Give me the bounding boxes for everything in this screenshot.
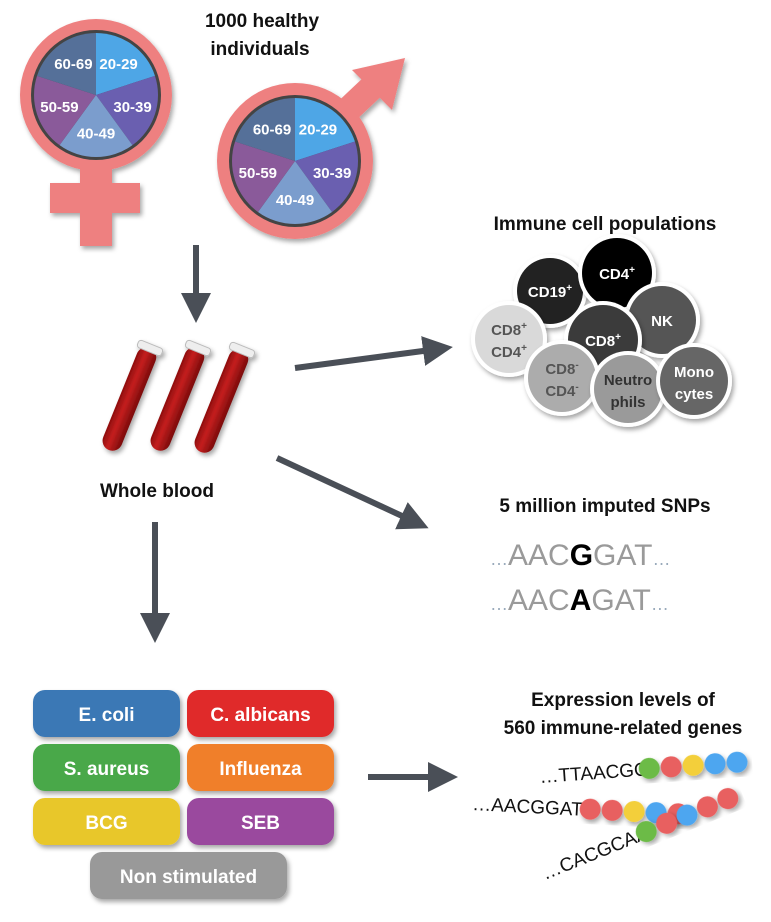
- expression-bead: [676, 804, 698, 826]
- male-age-slice-50-59: [232, 141, 295, 212]
- immune-cell-label: CD8-: [545, 360, 578, 378]
- stimulation-label: SEB: [241, 813, 280, 834]
- stimulation-s-aureus: S. aureus: [33, 744, 180, 791]
- expression-bead: [660, 756, 682, 778]
- immune-cell-label: NK: [651, 313, 673, 330]
- expression-bead: [638, 757, 660, 779]
- expression-bead: [601, 799, 623, 821]
- expression-rows: …TTAACGG …AACGGAT…CACGCAA: [472, 751, 748, 885]
- immune-cell-label: cytes: [675, 386, 713, 403]
- cohort-title-line1: 1000 healthy: [205, 11, 319, 32]
- expression-bead: [682, 754, 704, 776]
- stimulation-label: S. aureus: [64, 759, 150, 780]
- male-age-slice-30-39: [295, 141, 358, 212]
- expression-row: …AACGGAT: [472, 794, 689, 825]
- expression-bead: [623, 800, 645, 822]
- expression-bead: [704, 753, 726, 775]
- male-age-slice-20-29: [295, 98, 355, 161]
- immune-cell-label: Mono: [674, 364, 714, 381]
- snps-title: 5 million imputed SNPs: [499, 496, 710, 517]
- whole-blood-label: Whole blood: [100, 481, 214, 502]
- stimulation-label: E. coli: [79, 705, 135, 726]
- immune-cell-label: CD8+: [491, 321, 527, 339]
- stimulation-e-coli: E. coli: [33, 690, 180, 737]
- stimulation-label: Influenza: [219, 759, 302, 780]
- snp-sequence-seq1: …AACGGAT…: [490, 539, 670, 572]
- expression-title-line2: 560 immune-related genes: [504, 718, 743, 739]
- immune-cell-cluster: CD19+ CD4+ NK CD8+ CD4+ CD8+ CD8- CD4- Neutro phi…: [471, 234, 732, 427]
- female-age-slice-20-29: [96, 33, 155, 95]
- female-age-slice-30-39: [96, 75, 158, 146]
- gene-sequence: …TTAACGG: [539, 759, 650, 788]
- female-age-pie: 20-29 30-39 40-49 50-59 60-69: [31, 30, 161, 160]
- expression-title-line1: Expression levels of: [531, 690, 715, 711]
- stimulation-bcg: BCG: [33, 798, 180, 845]
- immune-cell-label: CD19+: [528, 283, 572, 301]
- expression-bead: [717, 788, 739, 810]
- stimulation-c-albicans: C. albicans: [187, 690, 334, 737]
- expression-bead: [696, 796, 718, 818]
- snp-sequences: …AACGGAT… …AACAGAT…: [490, 539, 670, 617]
- male-age-slice-40-49: [257, 161, 333, 224]
- immune-cell-label: phils: [610, 394, 645, 411]
- gene-sequence: …CACGCAA: [539, 823, 652, 885]
- arrow-blood-to-snps: [275, 455, 429, 530]
- male-age-label: 30-39: [313, 165, 351, 182]
- stimulation-label: C. albicans: [210, 705, 310, 726]
- gene-sequence: …AACGGAT: [472, 794, 584, 821]
- expression-row: …TTAACGG: [539, 751, 748, 788]
- immune-cell-label: CD8+: [585, 332, 621, 350]
- male-age-pie: 20-29 30-39 40-49 50-59 60-69: [229, 95, 361, 227]
- expression-bead: [726, 751, 748, 773]
- immune-cell-label: CD4-: [545, 382, 578, 400]
- stimulation-label: BCG: [85, 813, 127, 834]
- immune-cell-label: CD4+: [491, 343, 527, 361]
- immune-cell-label: Neutro: [604, 372, 652, 389]
- female-age-label: 50-59: [40, 99, 78, 116]
- immune-cells-title: Immune cell populations: [494, 214, 717, 235]
- blood-tubes-icon: [102, 339, 256, 453]
- female-age-label: 30-39: [113, 99, 151, 116]
- cohort-title-line2: individuals: [210, 39, 309, 60]
- immune-cell-7: Mono cytes: [656, 343, 732, 419]
- stimulation-conditions: E. coli C. albicans S. aureus Influenza BCG S…: [33, 690, 334, 899]
- male-age-slice-60-69: [235, 98, 295, 161]
- immune-cell-5: CD8- CD4-: [524, 340, 600, 416]
- male-age-label: 50-59: [239, 165, 277, 182]
- female-age-slice-50-59: [33, 75, 96, 146]
- female-age-label: 60-69: [54, 56, 92, 73]
- immune-cell-6: Neutro phils: [590, 351, 666, 427]
- male-age-label: 40-49: [276, 192, 314, 209]
- expression-bead: [579, 798, 601, 820]
- immune-cell-3: CD8+ CD4+: [471, 301, 547, 377]
- arrow-blood-to-cells: [294, 336, 453, 371]
- female-age-label: 20-29: [99, 56, 137, 73]
- stimulation-non-stimulated: Non stimulated: [90, 852, 287, 899]
- female-age-slice-60-69: [37, 33, 96, 95]
- expression-bead: [635, 821, 657, 843]
- male-age-label: 20-29: [299, 121, 337, 138]
- immune-cell-2: NK: [624, 282, 700, 358]
- immune-cell-label: CD4+: [599, 265, 635, 283]
- expression-bead: [656, 812, 678, 834]
- stimulation-influenza: Influenza: [187, 744, 334, 791]
- female-age-slice-40-49: [59, 95, 133, 158]
- female-age-label: 40-49: [77, 125, 115, 142]
- male-age-label: 60-69: [253, 121, 291, 138]
- snp-sequence-seq2: …AACAGAT…: [490, 584, 669, 617]
- stimulation-label: Non stimulated: [120, 867, 257, 888]
- stimulation-seb: SEB: [187, 798, 334, 845]
